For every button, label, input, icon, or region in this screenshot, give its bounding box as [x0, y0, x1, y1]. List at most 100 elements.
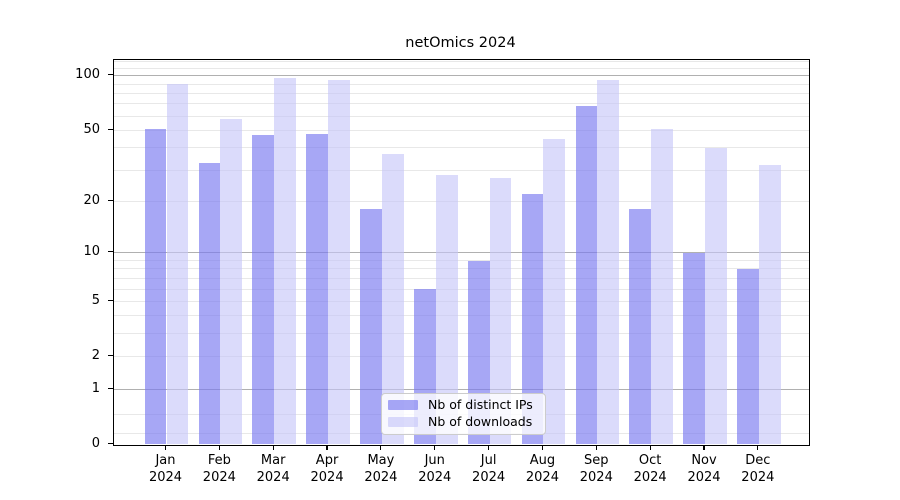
x-tick-label-jan: Jan 2024 [136, 452, 196, 486]
x-tick-year: 2024 [472, 469, 506, 485]
legend-item-downloads: Nb of downloads [388, 413, 539, 429]
legend-item-distinct-ips: Nb of distinct IPs [388, 398, 539, 412]
x-tick-month: Jun [424, 452, 445, 468]
x-tick-year: 2024 [525, 469, 559, 485]
legend-swatch-distinct-ips [388, 399, 418, 411]
gridline-minor-40 [114, 147, 809, 149]
x-tick-label-dec: Dec 2024 [728, 452, 788, 486]
legend-swatch-downloads [388, 416, 418, 428]
bar-nb-of-distinct-ips-jan [144, 128, 167, 445]
bar-nb-of-downloads-mar [274, 78, 296, 445]
x-tick-sep [595, 444, 597, 450]
grid-layer [114, 60, 809, 445]
x-tick-label-jun: Jun 2024 [405, 452, 465, 486]
bar-nb-of-distinct-ips-sep [575, 106, 598, 445]
x-tick-label-apr: Apr 2024 [297, 452, 357, 486]
x-tick-may [380, 444, 382, 450]
x-tick-year: 2024 [364, 469, 398, 485]
gridline-minor-50 [114, 129, 809, 131]
x-tick-label-jul: Jul 2024 [459, 452, 519, 486]
x-tick-month: Apr [315, 452, 339, 468]
gridline-minor-110 [114, 67, 809, 69]
bar-nb-of-downloads-aug [543, 138, 566, 445]
x-tick-month: Mar [260, 452, 286, 468]
y-tick-5 [108, 299, 113, 301]
gridline-minor-120 [114, 60, 809, 62]
bar-nb-of-downloads-jul [489, 178, 512, 445]
x-tick-year: 2024 [202, 469, 236, 485]
y-tick-label-10: 10 [83, 244, 100, 260]
x-tick-mar [272, 444, 274, 450]
y-tick-label-20: 20 [83, 192, 100, 208]
y-tick-label-0: 0 [91, 436, 100, 451]
bar-nb-of-downloads-dec [758, 165, 781, 445]
legend-label-distinct-ips: Nb of distinct IPs [428, 397, 533, 413]
bar-nb-of-distinct-ips-mar [252, 135, 275, 445]
gridline-minor-8 [114, 268, 809, 270]
bar-nb-of-distinct-ips-may [360, 209, 382, 445]
x-tick-month: Jul [480, 452, 497, 468]
bar-nb-of-distinct-ips-nov [683, 252, 705, 445]
x-tick-label-sep: Sep 2024 [566, 452, 626, 486]
plot-area [113, 59, 810, 446]
x-tick-year: 2024 [633, 469, 667, 485]
gridline-major-100 [114, 75, 809, 77]
bar-nb-of-downloads-sep [597, 79, 620, 445]
x-tick-year: 2024 [687, 469, 721, 485]
y-tick-50 [108, 128, 113, 130]
x-tick-aug [541, 444, 544, 450]
gridline-minor-6 [114, 288, 809, 290]
x-tick-year: 2024 [310, 469, 344, 485]
bar-nb-of-downloads-jun [435, 175, 458, 445]
y-tick-label-100: 100 [75, 67, 100, 83]
gridline-minor-80 [114, 92, 809, 94]
x-tick-month: May [367, 452, 395, 468]
y-tick-20 [108, 199, 113, 201]
gridline-minor-70 [114, 103, 809, 105]
gridline-minor-20 [114, 200, 809, 202]
x-tick-month: Nov [691, 452, 717, 468]
x-tick-oct [649, 444, 651, 450]
x-tick-jul [488, 444, 490, 450]
gridline-minor-30 [114, 169, 809, 171]
x-tick-year: 2024 [256, 469, 290, 485]
bar-nb-of-downloads-nov [705, 147, 727, 445]
x-tick-dec [757, 444, 759, 450]
x-tick-label-oct: Oct 2024 [620, 452, 680, 486]
legend-label-downloads: Nb of downloads [428, 413, 533, 429]
y-tick-100 [108, 74, 113, 76]
y-tick-label-50: 50 [83, 121, 100, 137]
chart-title: netOmics 2024 [405, 35, 516, 51]
bar-nb-of-distinct-ips-apr [306, 133, 329, 445]
bar-nb-of-downloads-jan [166, 84, 189, 445]
x-tick-label-may: May 2024 [351, 452, 411, 486]
y-tick-label-2: 2 [91, 348, 100, 364]
y-tick-10 [108, 251, 113, 253]
x-tick-label-aug: Aug 2024 [512, 452, 572, 486]
x-tick-month: Feb [207, 452, 231, 468]
x-tick-feb [218, 444, 220, 450]
bar-nb-of-downloads-apr [328, 79, 350, 445]
gridline-major-10 [114, 252, 809, 254]
x-tick-label-feb: Feb 2024 [189, 452, 249, 486]
x-tick-year: 2024 [579, 469, 613, 485]
bar-nb-of-distinct-ips-dec [737, 268, 759, 445]
y-tick-0 [108, 442, 113, 445]
gridline-minor-2 [114, 356, 809, 358]
bar-nb-of-downloads-feb [220, 118, 243, 445]
x-tick-apr [326, 444, 328, 450]
x-tick-jan [164, 444, 167, 450]
gridline-minor-9 [114, 260, 809, 262]
bar-nb-of-distinct-ips-oct [629, 209, 652, 445]
legend: Nb of distinct IPs Nb of downloads [381, 392, 546, 435]
gridline-minor-60 [114, 115, 809, 117]
x-tick-jun [434, 444, 436, 450]
x-tick-label-mar: Mar 2024 [243, 452, 303, 486]
x-tick-month: Aug [529, 452, 556, 468]
x-tick-year: 2024 [418, 469, 452, 485]
bar-nb-of-downloads-may [381, 153, 404, 445]
bar-nb-of-downloads-oct [651, 128, 673, 445]
bar-nb-of-distinct-ips-feb [198, 162, 221, 445]
y-tick-label-1: 1 [91, 380, 100, 396]
